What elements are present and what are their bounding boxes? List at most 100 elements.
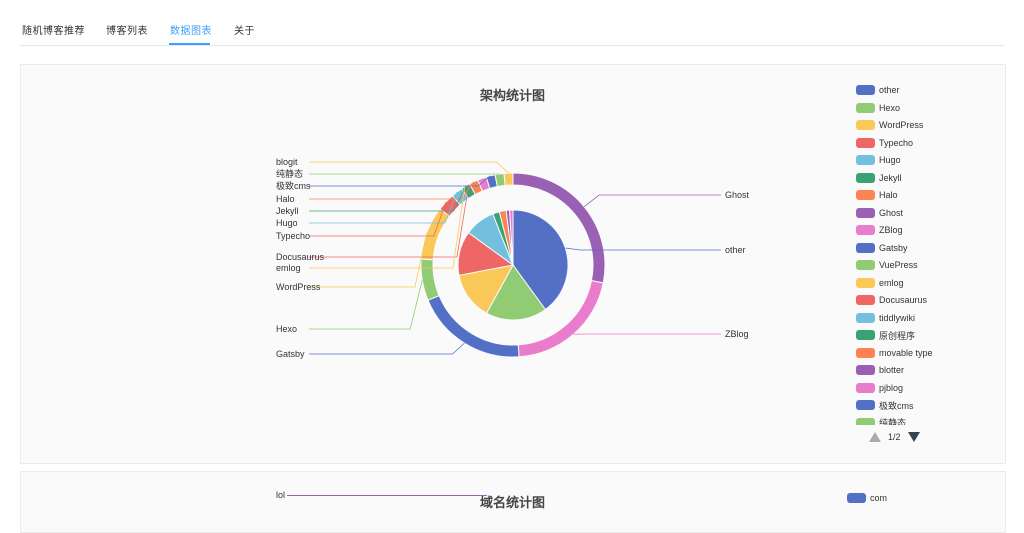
legend-label: 极致cms [879,399,914,412]
label-line-WordPress [309,233,427,287]
tab-blog-list[interactable]: 博客列表 [106,22,148,37]
legend-item-tiddlywiki[interactable]: tiddlywiki [856,311,915,325]
label-line-other [565,248,721,250]
legend-page-indicator: 1/2 [888,432,901,442]
legend-label: WordPress [879,120,923,130]
slice-label-Typecho: Typecho [276,231,310,241]
legend-item-Halo[interactable]: Halo [856,188,898,202]
legend-label: emlog [879,278,904,288]
slice-label-other: other [725,245,746,255]
legend-label: Hexo [879,103,900,113]
legend-item-极致cms[interactable]: 极致cms [856,398,914,412]
label-line-Typecho [309,202,446,236]
legend-swatch [847,493,866,503]
label-line-Ghost [584,195,721,207]
legend-label: Gatsby [879,243,908,253]
legend-swatch [856,85,875,95]
legend-swatch [856,103,875,113]
legend-label: tiddlywiki [879,313,915,323]
legend-swatch [856,418,875,426]
label-line-blogit [309,162,508,173]
legend-swatch [856,330,875,340]
slice-label-Ghost: Ghost [725,190,750,200]
legend-pager: 1/2 [869,430,920,444]
legend-item-Jekyll[interactable]: Jekyll [856,171,902,185]
domain-chart-card: 域名统计图 lol com [20,471,1006,533]
label-line-极致cms [309,176,490,186]
legend-item-pjblog[interactable]: pjblog [856,381,903,395]
legend-prev-page-icon[interactable] [869,432,881,442]
legend-swatch [856,260,875,270]
label-line-Halo [309,182,474,199]
slice-label-blogit: blogit [276,157,298,167]
legend-item-other[interactable]: other [856,83,900,97]
legend-item-纯静态[interactable]: 纯静态 [856,416,906,426]
legend-label: Ghost [879,208,903,218]
domain-label-line [287,495,487,496]
tab-data-charts[interactable]: 数据图表 [170,22,212,37]
legend-swatch [856,173,875,183]
slice-label-Hugo: Hugo [276,218,298,228]
legend-swatch [856,138,875,148]
legend-label: com [870,493,887,503]
legend-item-blotter[interactable]: blotter [856,363,904,377]
legend-item-Ghost[interactable]: Ghost [856,206,903,220]
slice-label-Hexo: Hexo [276,324,297,334]
legend-swatch [856,365,875,375]
legend-label: Halo [879,190,898,200]
legend-swatch [856,120,875,130]
legend-item-Docusaurus[interactable]: Docusaurus [856,293,927,307]
legend-label: VuePress [879,260,918,270]
legend-swatch [856,208,875,218]
legend-item-Hexo[interactable]: Hexo [856,101,900,115]
legend-item-Hugo[interactable]: Hugo [856,153,901,167]
slice-label-emlog: emlog [276,263,301,273]
legend-item-movable type[interactable]: movable type [856,346,933,360]
legend-swatch [856,155,875,165]
slice-label-WordPress: WordPress [276,282,321,292]
slice-label-极致cms: 极致cms [276,180,311,191]
legend-item-WordPress[interactable]: WordPress [856,118,923,132]
legend-label: ZBlog [879,225,903,235]
legend-swatch [856,313,875,323]
tab-random-blog[interactable]: 随机博客推荐 [22,22,85,37]
legend-item-ZBlog[interactable]: ZBlog [856,223,903,237]
slice-label-Docusaurus: Docusaurus [276,252,325,262]
legend-label: other [879,85,900,95]
legend-next-page-icon[interactable] [908,432,920,442]
legend-swatch [856,278,875,288]
legend-item-Typecho[interactable]: Typecho [856,136,913,150]
legend-label: pjblog [879,383,903,393]
legend-label: 纯静态 [879,416,906,425]
slice-label-Gatsby: Gatsby [276,349,305,359]
tab-about[interactable]: 关于 [234,22,255,37]
legend-item-emlog[interactable]: emlog [856,276,904,290]
legend-item-Gatsby[interactable]: Gatsby [856,241,908,255]
outer-slice-纯静态[interactable] [495,173,505,186]
outer-slice-blogit[interactable] [504,173,513,185]
outer-slice-WordPress[interactable] [421,209,449,260]
slice-label-Halo: Halo [276,194,295,204]
legend-label: movable type [879,348,933,358]
domain-chart-title: 域名统计图 [480,492,545,511]
outer-slice-Hexo[interactable] [421,259,439,300]
slice-label-Jekyll: Jekyll [276,206,299,216]
legend-swatch [856,225,875,235]
legend-label: Typecho [879,138,913,148]
tab-bar: 随机博客推荐 博客列表 数据图表 关于 [0,0,1024,46]
legend-swatch [856,400,875,410]
legend-item-原创程序[interactable]: 原创程序 [856,328,915,342]
legend-label: Docusaurus [879,295,927,305]
label-line-Gatsby [309,343,464,354]
legend-swatch [856,295,875,305]
legend-swatch [856,383,875,393]
slice-label-纯静态: 纯静态 [276,168,303,179]
legend-swatch [856,190,875,200]
domain-legend-item[interactable]: com [847,491,887,505]
legend-item-VuePress[interactable]: VuePress [856,258,918,272]
legend-swatch [856,348,875,358]
tabs-divider [20,45,1004,46]
legend-swatch [856,243,875,253]
legend-label: Jekyll [879,173,902,183]
